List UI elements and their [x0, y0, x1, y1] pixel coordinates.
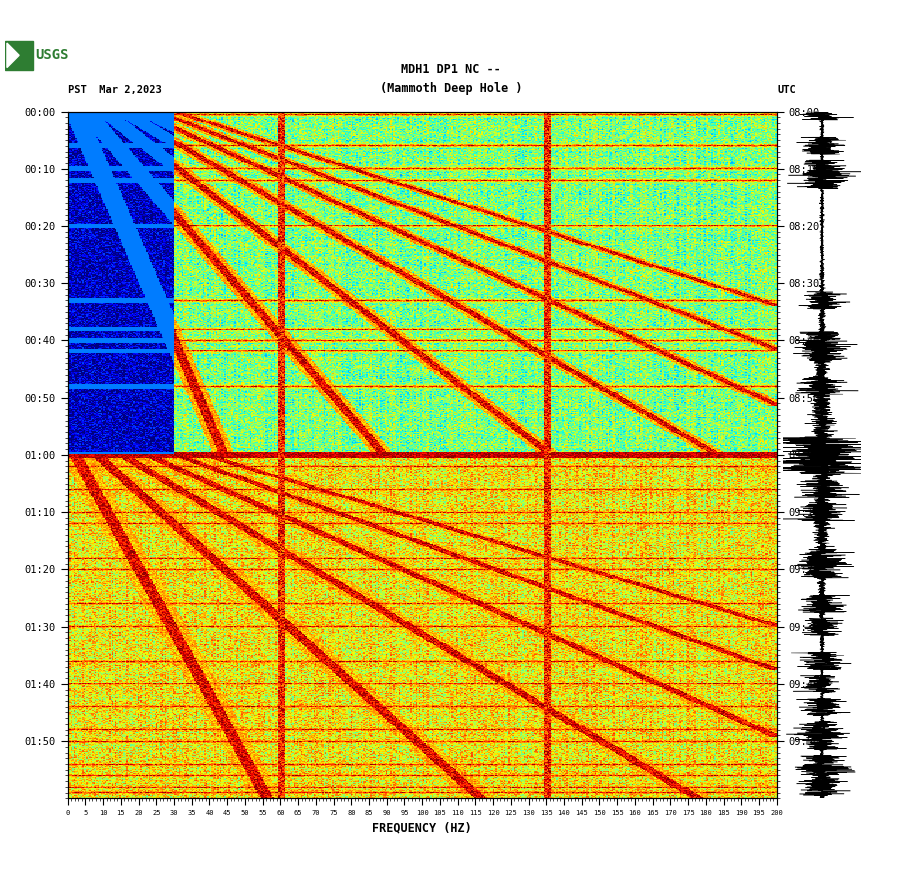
Text: (Mammoth Deep Hole ): (Mammoth Deep Hole ): [380, 82, 522, 95]
Text: MDH1 DP1 NC --: MDH1 DP1 NC --: [401, 62, 501, 76]
X-axis label: FREQUENCY (HZ): FREQUENCY (HZ): [373, 822, 472, 835]
Polygon shape: [7, 43, 19, 68]
Text: PST  Mar 2,2023: PST Mar 2,2023: [68, 86, 161, 95]
Text: USGS: USGS: [35, 48, 69, 62]
Text: UTC: UTC: [778, 86, 796, 95]
Bar: [5, 40, 33, 70]
